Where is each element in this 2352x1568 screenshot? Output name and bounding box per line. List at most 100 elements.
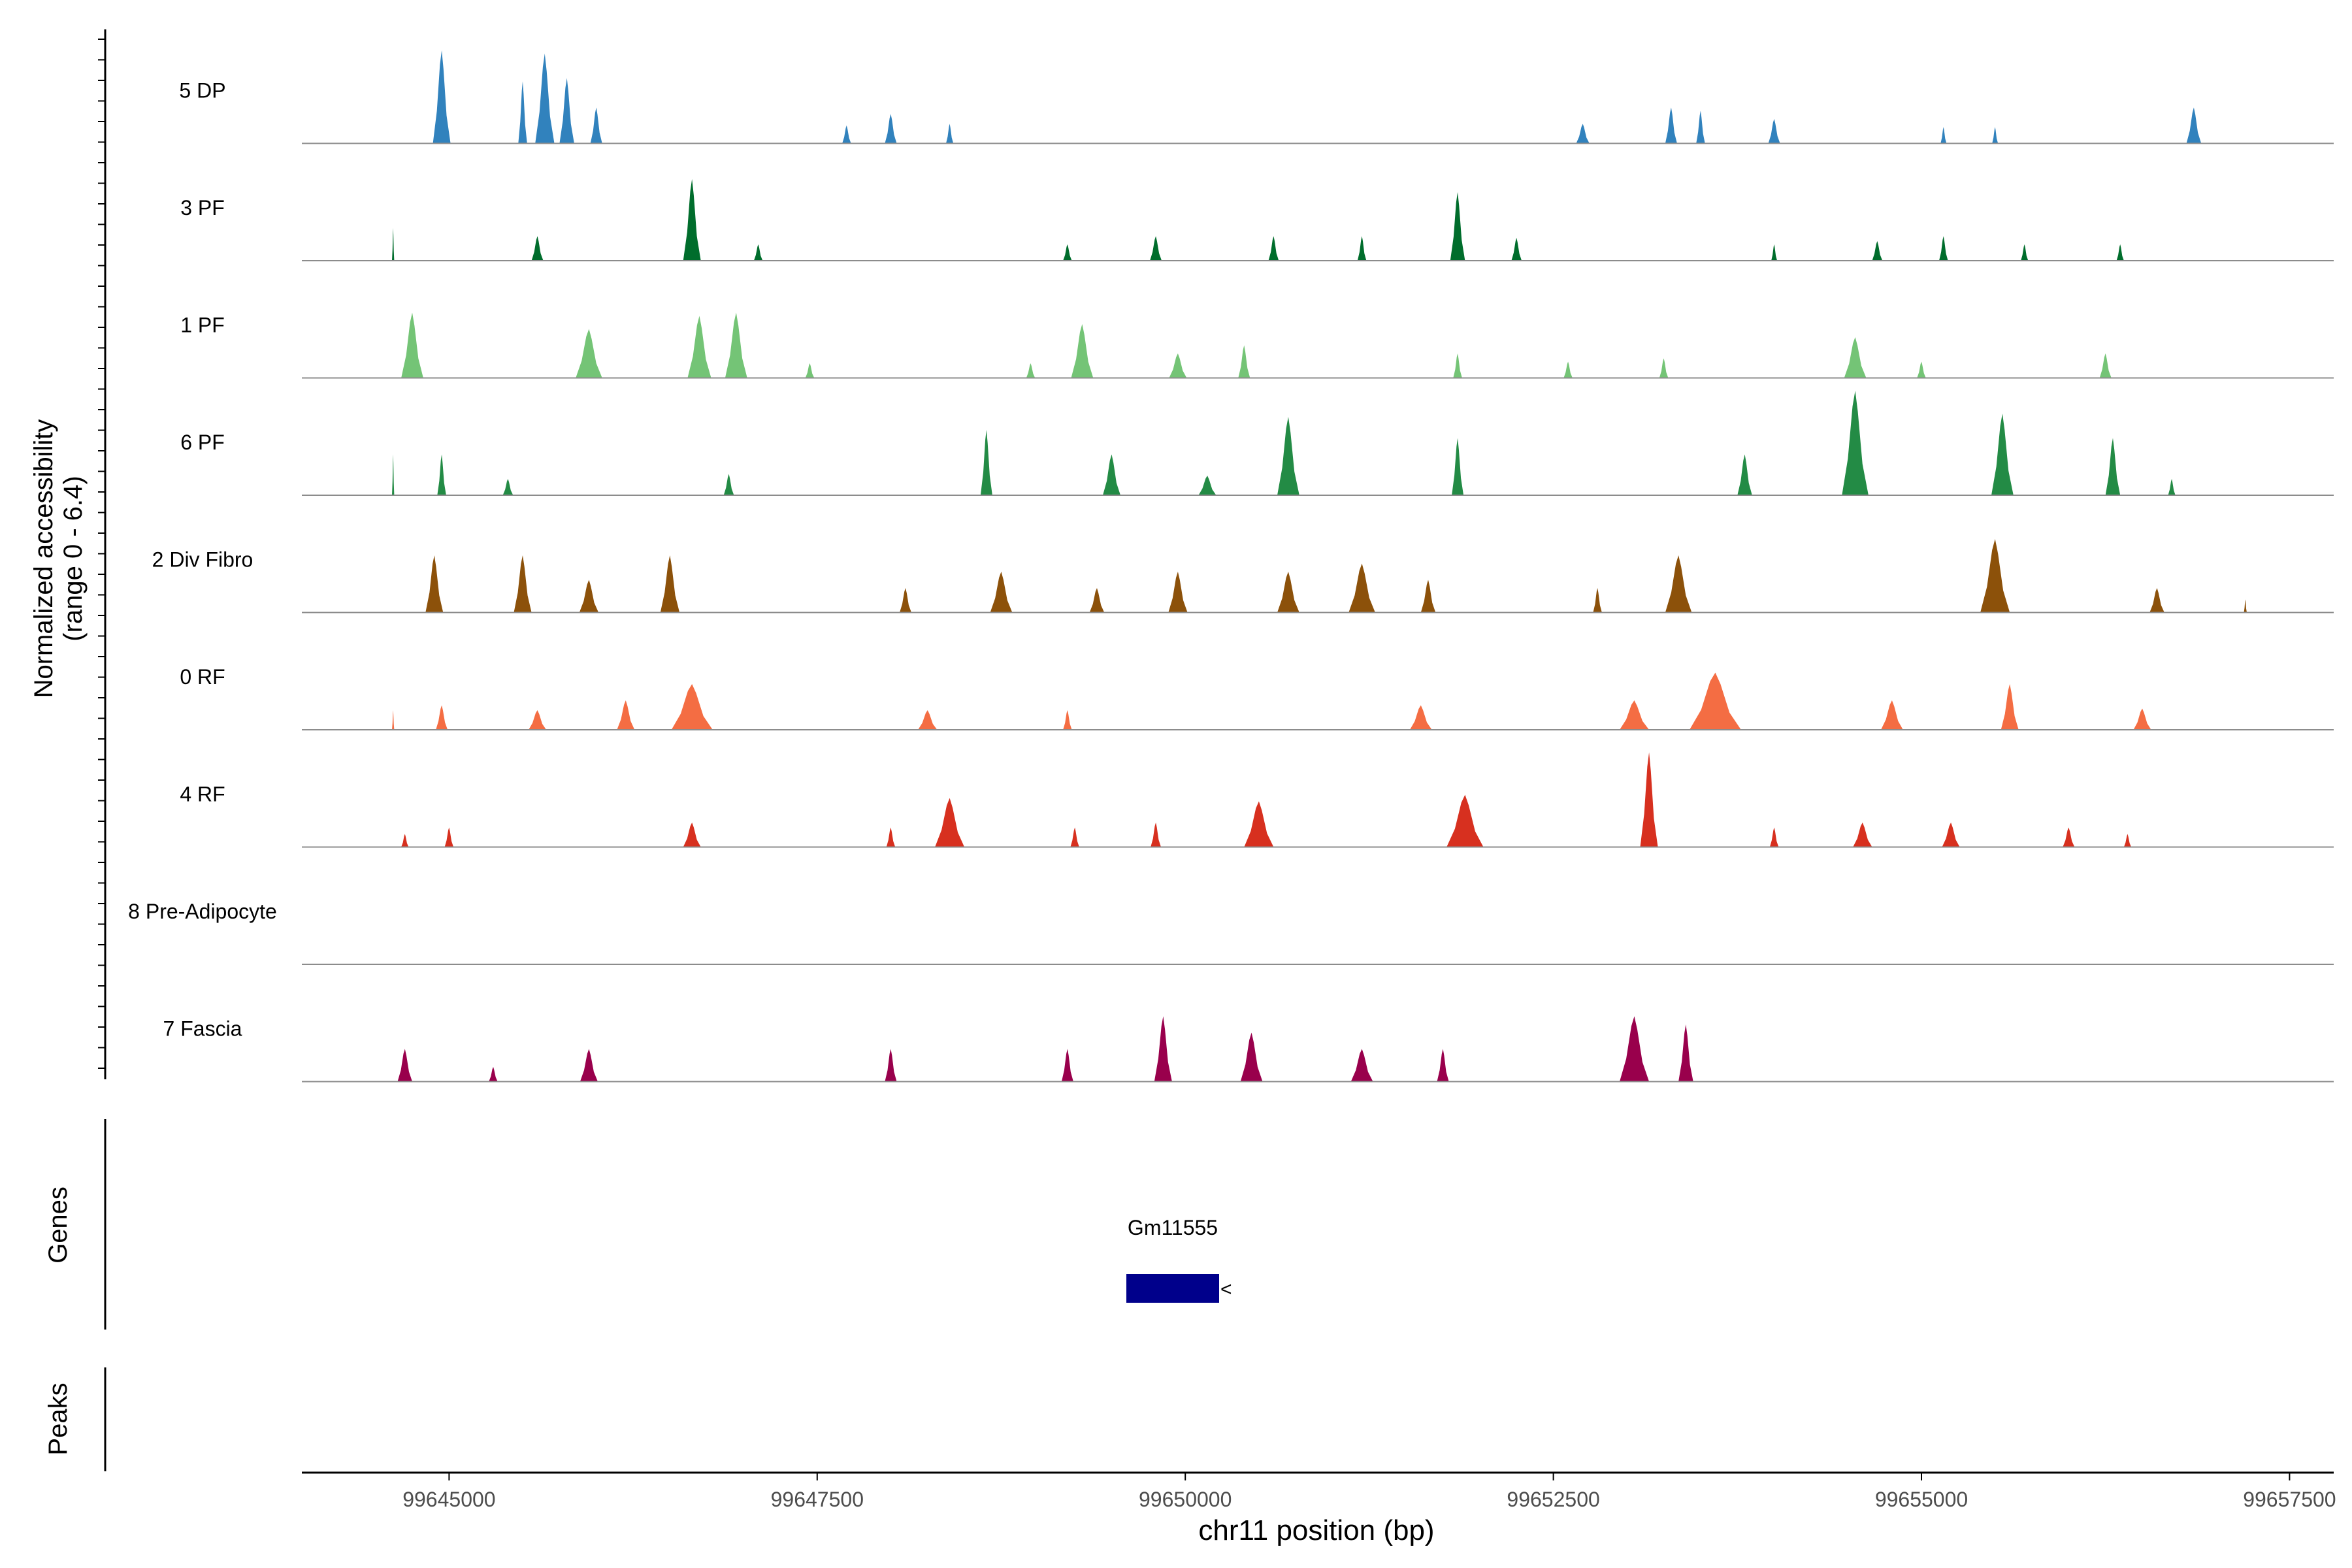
coverage-y-ticks: [98, 39, 105, 1069]
track-label: 3 PF: [180, 196, 225, 220]
coverage-peak: [1452, 438, 1464, 495]
track-label: 5 DP: [179, 79, 225, 103]
track-label: 6 PF: [180, 431, 225, 454]
coverage-peak: [1089, 588, 1105, 613]
track-6-pf: 6 PF: [180, 391, 2334, 496]
coverage-peak: [1678, 1024, 1693, 1082]
coverage-peak: [1842, 391, 1869, 495]
y-axis-title: Normalized accessibility: [29, 419, 58, 698]
coverage-peak: [1070, 827, 1079, 847]
coverage-peak: [1063, 710, 1072, 730]
track-7-fascia: 7 Fascia: [163, 1016, 2334, 1083]
coverage-peak: [392, 454, 395, 495]
coverage-peak: [1942, 823, 1960, 847]
coverage-peak: [1696, 110, 1705, 144]
x-tick-label: 99655000: [1875, 1488, 1968, 1511]
coverage-peak: [1593, 588, 1602, 613]
coverage-peak: [723, 474, 734, 495]
x-tick-label: 99647500: [771, 1488, 864, 1511]
coverage-peak: [2021, 244, 2029, 261]
coverage-peak: [425, 555, 444, 613]
coverage-peak: [397, 1049, 412, 1082]
coverage-peak: [805, 363, 815, 378]
coverage-peak: [576, 329, 602, 378]
coverage-peak: [980, 430, 992, 495]
coverage-peak: [1769, 827, 1779, 847]
coverage-peak: [1768, 119, 1780, 144]
coverage-peak: [535, 54, 555, 144]
track-2-div-fibro: 2 Div Fibro: [152, 539, 2334, 613]
genes-panel-label: Genes: [44, 1186, 73, 1264]
coverage-peak: [1446, 794, 1484, 847]
coverage-peak: [2105, 438, 2121, 495]
coverage-peak: [1640, 752, 1658, 847]
coverage-peak: [1620, 1016, 1650, 1082]
coverage-peak: [1453, 353, 1462, 378]
coverage-peak: [1665, 107, 1677, 144]
x-tick-label: 99652500: [1507, 1488, 1599, 1511]
track-label: 2 Div Fibro: [152, 548, 253, 572]
coverage-peak: [514, 555, 532, 613]
coverage-peak: [1357, 236, 1367, 261]
coverage-peak: [2001, 684, 2019, 730]
coverage-peak: [1244, 801, 1274, 847]
coverage-peak: [1563, 361, 1573, 378]
coverage-peak: [886, 827, 896, 847]
gene-label: Gm11555: [1128, 1216, 1218, 1239]
track-label: 8 Pre-Adipocyte: [128, 900, 277, 923]
coverage-peak: [401, 834, 409, 847]
coverage-peak: [1409, 705, 1432, 730]
track-8-pre-adipocyte: 8 Pre-Adipocyte: [128, 900, 2334, 965]
coverage-peak: [2244, 599, 2247, 613]
peaks-panel-label: Peaks: [44, 1382, 73, 1455]
coverage-peak: [1690, 672, 1741, 730]
coverage-peak: [1151, 823, 1161, 847]
coverage-peak: [1061, 1049, 1073, 1082]
coverage-peak: [1437, 1049, 1449, 1082]
coverage-peak: [671, 684, 713, 730]
coverage-peak: [1169, 353, 1187, 378]
coverage-peak: [900, 588, 911, 613]
coverage-peak: [1872, 241, 1883, 261]
track-label: 1 PF: [180, 314, 225, 337]
coverage-peak: [1450, 192, 1465, 261]
gene-body: [1126, 1274, 1219, 1303]
track-3-pf: 3 PF: [180, 179, 2334, 261]
track-5-dp: 5 DP: [179, 50, 2334, 144]
coverage-peak: [617, 700, 635, 730]
coverage-peak: [885, 114, 897, 144]
coverage-peak: [2116, 244, 2124, 261]
coverage-peak: [1198, 476, 1217, 495]
coverage-peak: [1350, 1049, 1373, 1082]
coverage-peak: [2149, 588, 2164, 613]
coverage-peak: [1511, 238, 1522, 261]
coverage-peak: [990, 572, 1013, 613]
coverage-peak: [1620, 700, 1650, 730]
coverage-peak: [683, 179, 701, 261]
coverage-peak: [1238, 345, 1250, 378]
gene-strand-arrow: <: [1220, 1279, 1232, 1300]
coverage-peak: [1268, 236, 1279, 261]
coverage-peak: [725, 312, 747, 378]
coverage-peak: [1991, 414, 2014, 495]
coverage-peak: [1150, 236, 1162, 261]
coverage-peak: [753, 244, 763, 261]
coverage-peak: [1063, 244, 1072, 261]
track-label: 7 Fascia: [163, 1017, 242, 1041]
coverage-peak: [2099, 353, 2112, 378]
coverage-peak: [885, 1049, 897, 1082]
coverage-peak: [518, 81, 527, 144]
coverage-peak: [1940, 127, 1947, 144]
coverage-peak: [531, 236, 544, 261]
coverage-peak: [1659, 358, 1669, 378]
coverage-peak: [918, 710, 938, 730]
track-0-rf: 0 RF: [180, 665, 2334, 730]
coverage-peak: [437, 454, 446, 495]
coverage-peak: [1771, 244, 1778, 261]
coverage-peak: [1576, 123, 1590, 144]
coverage-peak: [1420, 580, 1436, 613]
coverage-peak: [502, 479, 514, 495]
coverage-peak: [1917, 361, 1926, 378]
coverage-peak: [1980, 539, 2010, 613]
coverage-peak: [559, 78, 574, 144]
